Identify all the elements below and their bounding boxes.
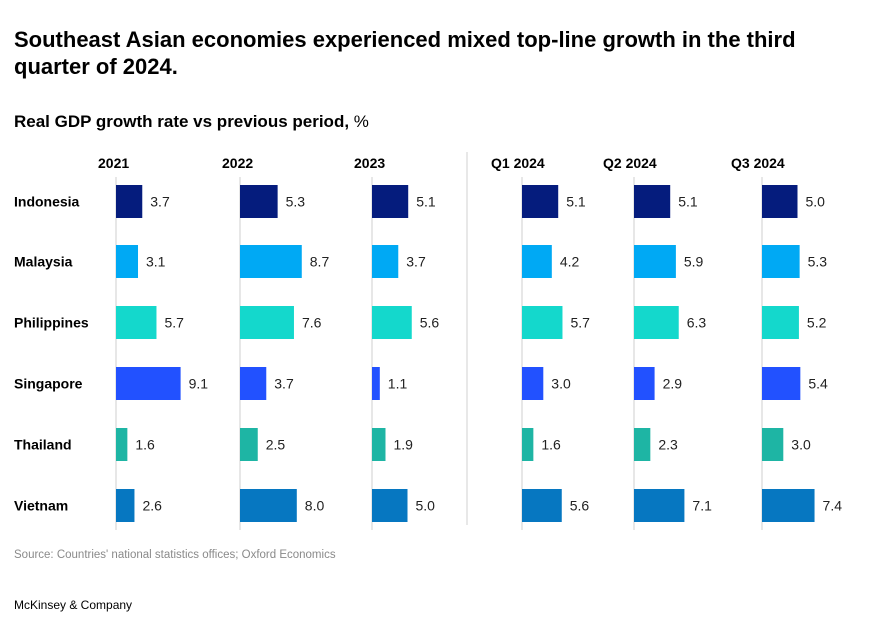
unit-label: % xyxy=(353,112,369,131)
value-label-thailand-q1-2024: 1.6 xyxy=(541,437,561,453)
value-label-thailand-2023: 1.9 xyxy=(393,437,413,453)
chart-title: Southeast Asian economies experienced mi… xyxy=(14,27,796,79)
row-label-malaysia: Malaysia xyxy=(14,254,73,270)
bar-singapore-2023 xyxy=(372,367,380,400)
bar-philippines-2022 xyxy=(240,306,294,339)
value-label-singapore-2022: 3.7 xyxy=(274,376,294,392)
bar-thailand-2021 xyxy=(116,428,128,461)
column-header-2022: 2022 xyxy=(222,155,253,171)
value-label-vietnam-2023: 5.0 xyxy=(416,498,436,514)
bar-singapore-q3-2024 xyxy=(762,367,801,400)
bar-indonesia-2021 xyxy=(116,185,143,218)
row-label-indonesia: Indonesia xyxy=(14,194,80,210)
bar-philippines-q2-2024 xyxy=(634,306,679,339)
bar-indonesia-2023 xyxy=(372,185,409,218)
bar-singapore-q2-2024 xyxy=(634,367,655,400)
value-label-singapore-q2-2024: 2.9 xyxy=(663,376,683,392)
value-label-indonesia-q2-2024: 5.1 xyxy=(678,194,698,210)
value-label-vietnam-2021: 2.6 xyxy=(142,498,162,514)
value-label-malaysia-2022: 8.7 xyxy=(310,254,330,270)
value-label-vietnam-q2-2024: 7.1 xyxy=(692,498,712,514)
bar-malaysia-2023 xyxy=(372,245,399,278)
bar-vietnam-2022 xyxy=(240,489,297,522)
bar-philippines-2023 xyxy=(372,306,412,339)
value-label-vietnam-2022: 8.0 xyxy=(305,498,325,514)
bar-thailand-q3-2024 xyxy=(762,428,784,461)
value-label-vietnam-q3-2024: 7.4 xyxy=(823,498,843,514)
bar-vietnam-q2-2024 xyxy=(634,489,685,522)
source-note: Source: Countries' national statistics o… xyxy=(14,549,336,561)
bar-malaysia-q1-2024 xyxy=(522,245,552,278)
value-label-philippines-2021: 5.7 xyxy=(164,315,184,331)
value-label-singapore-q3-2024: 5.4 xyxy=(808,376,828,392)
value-label-philippines-q3-2024: 5.2 xyxy=(807,315,827,331)
bar-singapore-2022 xyxy=(240,367,267,400)
value-label-indonesia-q3-2024: 5.0 xyxy=(806,194,826,210)
column-header-2021: 2021 xyxy=(98,155,129,171)
brand-footer: McKinsey & Company xyxy=(14,598,133,612)
value-label-indonesia-2022: 5.3 xyxy=(286,194,306,210)
bar-thailand-2023 xyxy=(372,428,386,461)
value-label-indonesia-2021: 3.7 xyxy=(150,194,170,210)
value-label-indonesia-2023: 5.1 xyxy=(416,194,436,210)
value-label-malaysia-q2-2024: 5.9 xyxy=(684,254,704,270)
value-label-malaysia-q1-2024: 4.2 xyxy=(560,254,580,270)
value-label-thailand-q2-2024: 2.3 xyxy=(658,437,678,453)
row-label-vietnam: Vietnam xyxy=(14,498,68,514)
chart-subtitle: Real GDP growth rate vs previous period,… xyxy=(14,112,369,132)
value-label-singapore-2023: 1.1 xyxy=(388,376,408,392)
value-label-malaysia-q3-2024: 5.3 xyxy=(808,254,828,270)
value-label-malaysia-2023: 3.7 xyxy=(406,254,426,270)
bar-indonesia-2022 xyxy=(240,185,278,218)
value-label-thailand-q3-2024: 3.0 xyxy=(791,437,811,453)
column-header-q2-2024: Q2 2024 xyxy=(603,155,657,171)
bar-malaysia-2021 xyxy=(116,245,139,278)
bar-thailand-2022 xyxy=(240,428,258,461)
value-label-philippines-2022: 7.6 xyxy=(302,315,322,331)
value-label-vietnam-q1-2024: 5.6 xyxy=(570,498,590,514)
value-label-philippines-q1-2024: 5.7 xyxy=(570,315,590,331)
bar-indonesia-q3-2024 xyxy=(762,185,798,218)
bar-malaysia-2022 xyxy=(240,245,302,278)
value-label-thailand-2022: 2.5 xyxy=(266,437,286,453)
value-label-thailand-2021: 1.6 xyxy=(135,437,155,453)
value-label-philippines-2023: 5.6 xyxy=(420,315,440,331)
value-label-philippines-q2-2024: 6.3 xyxy=(687,315,707,331)
bar-malaysia-q3-2024 xyxy=(762,245,800,278)
subtitle-text: Real GDP growth rate vs previous period, xyxy=(14,112,350,131)
bar-philippines-q3-2024 xyxy=(762,306,799,339)
bar-singapore-q1-2024 xyxy=(522,367,544,400)
bar-vietnam-2023 xyxy=(372,489,408,522)
bar-philippines-2021 xyxy=(116,306,157,339)
bar-indonesia-q1-2024 xyxy=(522,185,559,218)
bar-thailand-q2-2024 xyxy=(634,428,651,461)
column-header-q1-2024: Q1 2024 xyxy=(491,155,545,171)
bar-vietnam-q1-2024 xyxy=(522,489,562,522)
row-label-philippines: Philippines xyxy=(14,315,89,331)
row-label-singapore: Singapore xyxy=(14,376,83,392)
value-label-singapore-q1-2024: 3.0 xyxy=(551,376,571,392)
column-header-2023: 2023 xyxy=(354,155,385,171)
bar-philippines-q1-2024 xyxy=(522,306,563,339)
bar-thailand-q1-2024 xyxy=(522,428,534,461)
value-label-malaysia-2021: 3.1 xyxy=(146,254,166,270)
value-label-singapore-2021: 9.1 xyxy=(189,376,209,392)
bar-indonesia-q2-2024 xyxy=(634,185,671,218)
column-header-q3-2024: Q3 2024 xyxy=(731,155,785,171)
row-label-thailand: Thailand xyxy=(14,437,72,453)
bar-singapore-2021 xyxy=(116,367,181,400)
value-label-indonesia-q1-2024: 5.1 xyxy=(566,194,586,210)
bar-vietnam-2021 xyxy=(116,489,135,522)
bar-vietnam-q3-2024 xyxy=(762,489,815,522)
bar-malaysia-q2-2024 xyxy=(634,245,676,278)
